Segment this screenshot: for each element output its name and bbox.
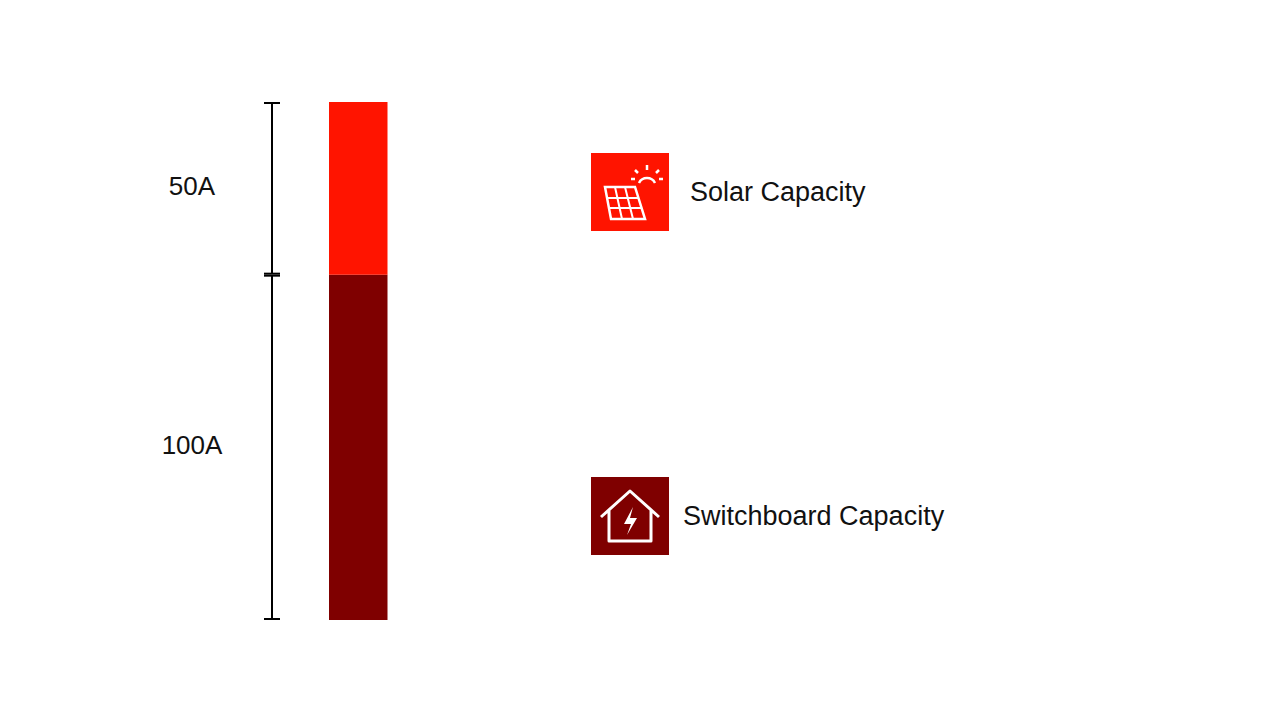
svg-text:50A: 50A <box>169 171 216 201</box>
html-text:Solar Capacity: Solar Capacity <box>690 176 866 207</box>
html-text:Switchboard Capacity: Switchboard Capacity <box>683 500 945 531</box>
svg-text:100A: 100A <box>162 430 223 460</box>
